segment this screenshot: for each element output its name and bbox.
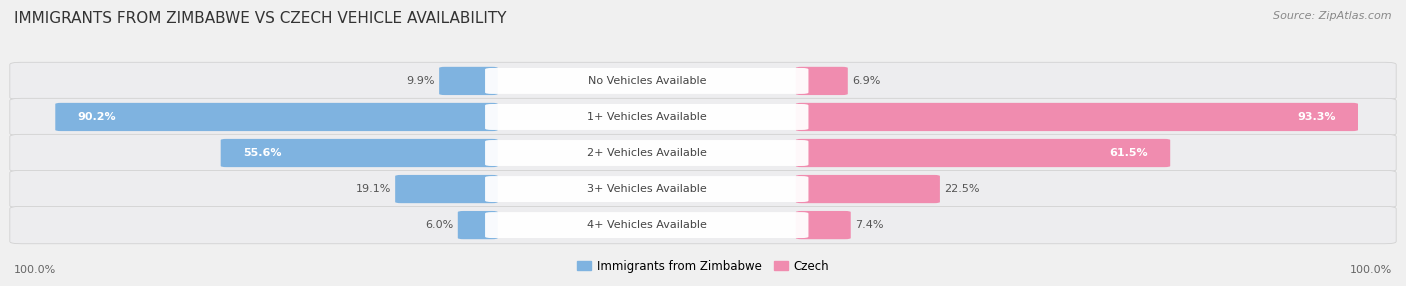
Text: 90.2%: 90.2% [77, 112, 117, 122]
FancyBboxPatch shape [796, 211, 851, 239]
FancyBboxPatch shape [10, 206, 1396, 244]
Text: 9.9%: 9.9% [406, 76, 434, 86]
Text: No Vehicles Available: No Vehicles Available [588, 76, 706, 86]
Text: 6.0%: 6.0% [426, 220, 454, 230]
FancyBboxPatch shape [796, 175, 941, 203]
FancyBboxPatch shape [485, 176, 808, 202]
FancyBboxPatch shape [485, 104, 808, 130]
Text: 6.9%: 6.9% [852, 76, 880, 86]
FancyBboxPatch shape [485, 212, 808, 238]
Text: 2+ Vehicles Available: 2+ Vehicles Available [586, 148, 707, 158]
FancyBboxPatch shape [439, 67, 498, 95]
Text: 19.1%: 19.1% [356, 184, 391, 194]
Legend: Immigrants from Zimbabwe, Czech: Immigrants from Zimbabwe, Czech [572, 255, 834, 277]
Text: 93.3%: 93.3% [1296, 112, 1336, 122]
FancyBboxPatch shape [395, 175, 498, 203]
Text: 55.6%: 55.6% [243, 148, 281, 158]
FancyBboxPatch shape [10, 134, 1396, 172]
FancyBboxPatch shape [796, 103, 1358, 131]
FancyBboxPatch shape [221, 139, 498, 167]
Text: 7.4%: 7.4% [855, 220, 883, 230]
FancyBboxPatch shape [10, 62, 1396, 100]
FancyBboxPatch shape [10, 98, 1396, 136]
FancyBboxPatch shape [55, 103, 498, 131]
FancyBboxPatch shape [796, 67, 848, 95]
FancyBboxPatch shape [458, 211, 498, 239]
Text: 61.5%: 61.5% [1109, 148, 1147, 158]
Text: 4+ Vehicles Available: 4+ Vehicles Available [586, 220, 707, 230]
FancyBboxPatch shape [796, 139, 1170, 167]
Text: 3+ Vehicles Available: 3+ Vehicles Available [586, 184, 707, 194]
Text: 100.0%: 100.0% [14, 265, 56, 275]
Text: 22.5%: 22.5% [945, 184, 980, 194]
Text: Source: ZipAtlas.com: Source: ZipAtlas.com [1274, 11, 1392, 21]
FancyBboxPatch shape [485, 68, 808, 94]
FancyBboxPatch shape [10, 170, 1396, 208]
Text: IMMIGRANTS FROM ZIMBABWE VS CZECH VEHICLE AVAILABILITY: IMMIGRANTS FROM ZIMBABWE VS CZECH VEHICL… [14, 11, 506, 26]
Text: 1+ Vehicles Available: 1+ Vehicles Available [586, 112, 707, 122]
Text: 100.0%: 100.0% [1350, 265, 1392, 275]
FancyBboxPatch shape [485, 140, 808, 166]
